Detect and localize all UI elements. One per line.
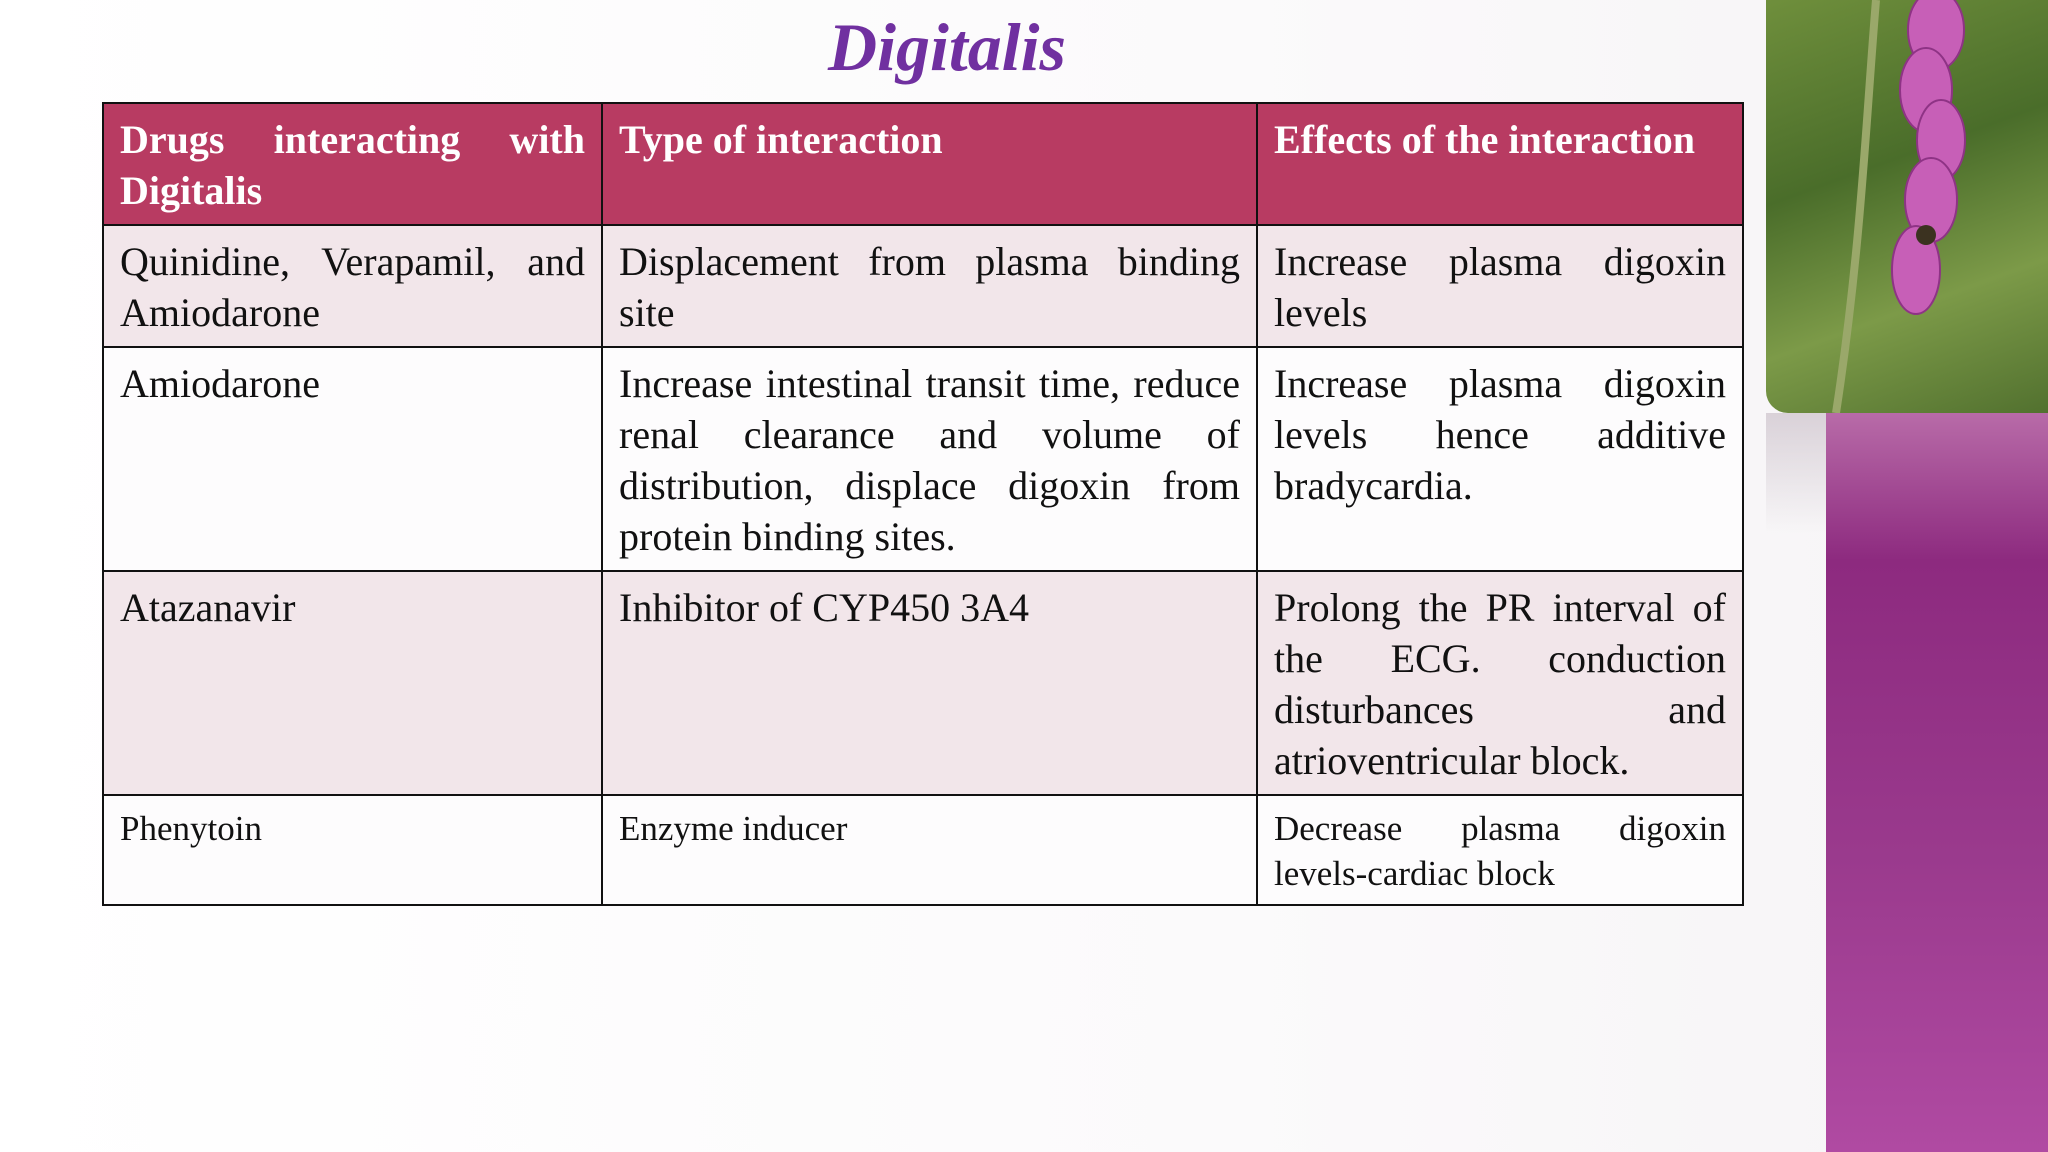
table-cell: Amiodarone [102,346,603,572]
photo-art [1832,0,1966,413]
table-cell: Phenytoin [102,794,603,906]
table-cell: Decrease plasma digoxin levels-cardiac b… [1256,794,1744,906]
purple-bar [1826,413,2048,1152]
table-row: Quinidine, Verapamil, and Amiodarone Disp… [102,224,1744,348]
table-cell: Increase intestinal transit time, reduce… [601,346,1258,572]
table-row: Atazanavir Inhibitor of CYP450 3A4 Prolong… [102,570,1744,796]
table-row: Amiodarone Increase intestinal transit ti… [102,346,1744,572]
table-cell: Atazanavir [102,570,603,796]
slide-title: Digitalis [827,9,1067,85]
table-cell: Inhibitor of CYP450 3A4 [601,570,1258,796]
header-cell: Type of interaction [601,102,1258,226]
table-cell: Increase plasma digoxin levels hence add… [1256,346,1744,572]
table-cell: Prolong the PR interval of the ECG. cond… [1256,570,1744,796]
table-cell: Enzyme inducer [601,794,1258,906]
table-cell: Increase plasma digoxin levels [1256,224,1744,348]
header-row: Drugs interacting with Digitalis Type of… [102,102,1744,226]
table-cell: Displacement from plasma binding site [601,224,1258,348]
interaction-table: Drugs interacting with Digitalis Type of… [102,102,1744,906]
table-cell: Quinidine, Verapamil, and Amiodarone [102,224,603,348]
fade [1766,413,1826,533]
header-cell: Effects of the interaction [1256,102,1744,226]
header-cell: Drugs interacting with Digitalis [102,102,603,226]
foxglove-photo [1766,0,2048,413]
table-row: Phenytoin Enzyme inducer Decrease plasma d… [102,794,1744,906]
